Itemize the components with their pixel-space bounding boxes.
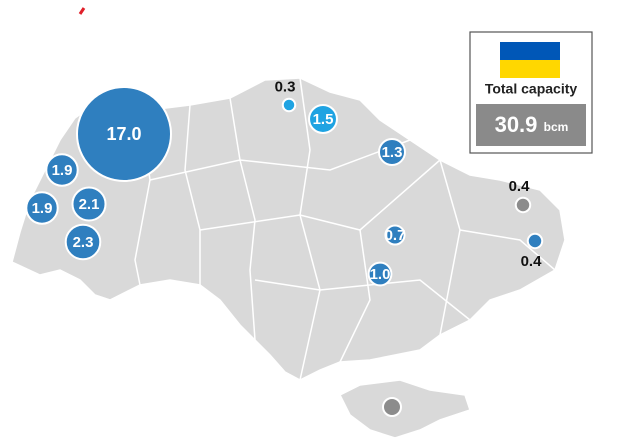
bubbles: 17.0 1.9 1.9 2.1 2.3 0.3 1.5 1.3 0.7 1.0 0.4 0.4 (25, 79, 544, 287)
crimea-shape (338, 379, 471, 439)
unlabeled-storage (382, 397, 402, 417)
legend: Total capacity 30.9 bcm (469, 31, 593, 154)
storage-label: 1.9 (32, 200, 53, 217)
storage-bubble (384, 224, 406, 246)
storage-label: 1.5 (313, 111, 334, 128)
storage-label: 17.0 (106, 124, 141, 144)
total-value: 30.9 (495, 112, 538, 137)
storage-bubble (514, 196, 532, 214)
storage-label: 1.0 (370, 266, 391, 283)
storage-bubble (367, 261, 393, 287)
storage-bubble (308, 104, 338, 134)
total-box (476, 104, 586, 146)
storage-label: 0.4 (509, 178, 531, 195)
storage-bubble (281, 97, 297, 113)
total-unit: bcm (544, 120, 569, 134)
storage-label: 1.3 (382, 144, 403, 161)
storage-label: 0.3 (275, 79, 296, 96)
storage-bubble (378, 138, 406, 166)
mark (78, 7, 86, 15)
storage-label: 2.1 (79, 196, 100, 213)
flag-blue (500, 42, 560, 60)
storage-bubble (71, 186, 107, 222)
storage-label: 1.9 (52, 162, 73, 179)
region-borders (134, 77, 556, 381)
storage-label: 0.4 (521, 253, 543, 270)
storage-bubble (526, 232, 544, 250)
storage-label: 0.7 (385, 227, 406, 244)
legend-title: Total capacity (485, 81, 578, 97)
storage-bubble (25, 191, 59, 225)
flag-yellow (500, 60, 560, 78)
storage-bubble (75, 85, 173, 183)
storage-bubble (45, 153, 79, 187)
storage-bubble (64, 223, 102, 261)
storage-label: 2.3 (73, 234, 94, 251)
